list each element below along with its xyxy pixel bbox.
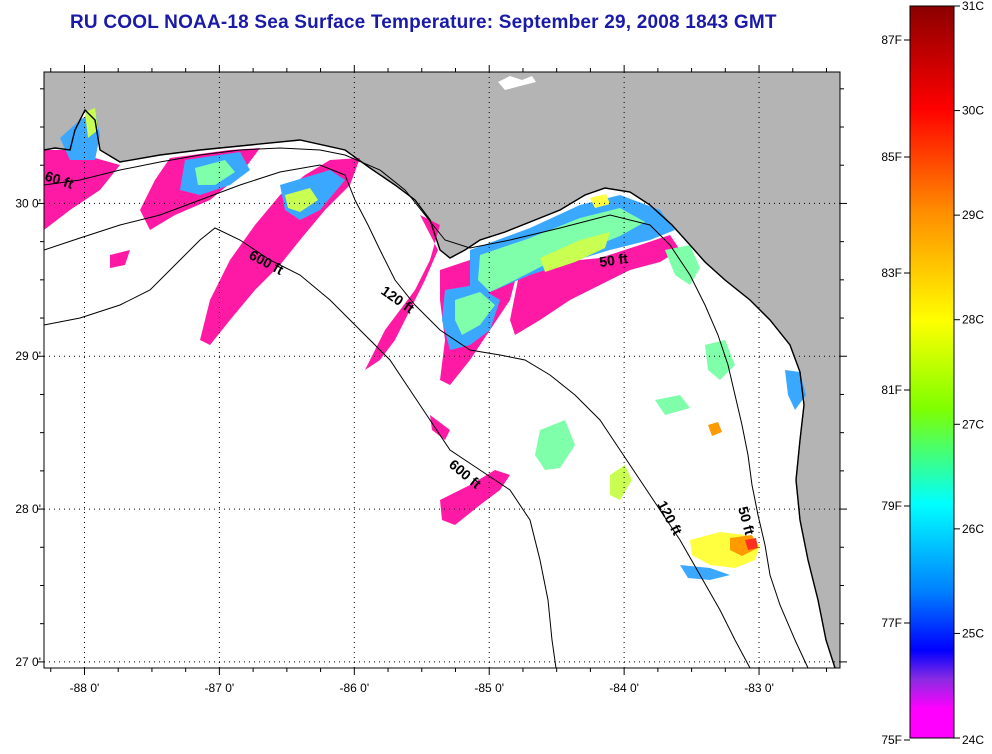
colorbar-f-label: 83F: [881, 266, 902, 280]
colorbar-f-label: 81F: [881, 383, 902, 397]
colorbar-c-label: 24C: [962, 733, 984, 747]
lat-tick-label: 27 0': [15, 655, 41, 669]
contour-50ft: [44, 147, 809, 668]
colorbar-celsius-labels: 31C 30C 29C 28C 27C 26C 25C 24C: [954, 0, 984, 747]
lon-tick-label: -85 0': [474, 681, 504, 695]
colorbar-gradient: [909, 5, 955, 739]
colorbar-f-label: 85F: [881, 150, 902, 164]
sst-patches-warm: [590, 194, 760, 580]
contour-120ft: [44, 164, 751, 668]
colorbar: 31C 30C 29C 28C 27C 26C 25C 24C 87F 85F 83F 81F 79F…: [881, 0, 984, 747]
lon-ticks: -88 0' -87 0' -86 0' -85 0' -84 0' -83 0': [50, 65, 828, 695]
colorbar-c-label: 31C: [962, 0, 984, 13]
lat-tick-label: 30 0': [15, 196, 41, 210]
cloud-patch: [498, 76, 536, 90]
colorbar-c-label: 26C: [962, 522, 984, 536]
lat-tick-label: 29 0': [15, 349, 41, 363]
colorbar-c-label: 28C: [962, 313, 984, 327]
contour-600ft: [44, 227, 557, 668]
colorbar-f-label: 87F: [881, 33, 902, 47]
colorbar-fahrenheit-labels: 87F 85F 83F 81F 79F 77F 75F: [881, 33, 910, 747]
contour-label-4: 50 ft: [598, 250, 629, 270]
colorbar-f-label: 77F: [881, 616, 902, 630]
colorbar-c-label: 25C: [962, 626, 984, 640]
colorbar-c-label: 30C: [962, 104, 984, 118]
lon-tick-label: -84 0': [609, 681, 639, 695]
contour-label-7: 50 ft: [735, 505, 758, 537]
lon-tick-label: -88 0': [70, 681, 100, 695]
map-title: RU COOL NOAA-18 Sea Surface Temperature:…: [70, 12, 777, 33]
colorbar-f-label: 75F: [881, 733, 902, 747]
lon-tick-label: -87 0': [205, 681, 235, 695]
lat-tick-label: 28 0': [15, 502, 41, 516]
lat-ticks: 30 0' 29 0' 28 0' 27 0': [15, 88, 847, 669]
colorbar-c-label: 29C: [962, 208, 984, 222]
colorbar-f-label: 79F: [881, 499, 902, 513]
lon-tick-label: -83 0': [744, 681, 774, 695]
coastline: [44, 108, 836, 668]
lon-tick-label: -86 0': [339, 681, 369, 695]
colorbar-c-label: 27C: [962, 417, 984, 431]
map-frame: [43, 71, 841, 669]
sst-patches-mid: [85, 108, 806, 500]
bathymetry-contours: [44, 147, 809, 668]
